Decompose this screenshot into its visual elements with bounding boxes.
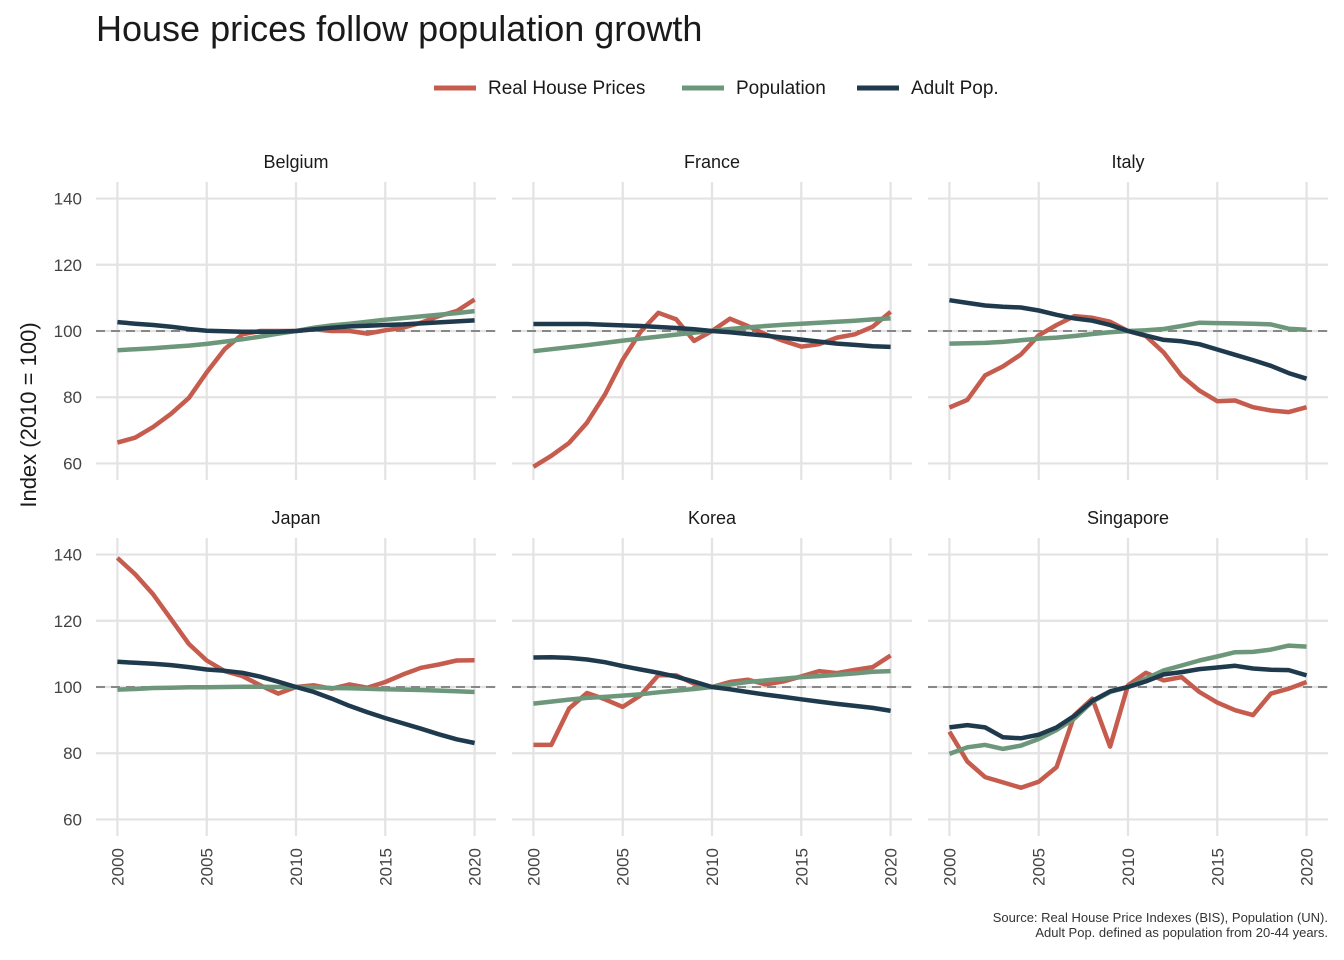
y-tick-label: 80 — [63, 744, 82, 763]
x-tick-label: 2010 — [287, 848, 306, 886]
facet-title: Italy — [1111, 152, 1144, 172]
y-tick-label: 80 — [63, 388, 82, 407]
series-line-adult — [117, 659, 476, 746]
x-tick-label: 2020 — [1298, 848, 1317, 886]
y-tick-label: 140 — [54, 190, 82, 209]
facet-panel-japan: Japan 60 80 100 120 140 2000 2005 2010 2015 2020 — [54, 508, 496, 886]
x-tick-label: 2005 — [1030, 848, 1049, 886]
chart-title: House prices follow population growth — [96, 8, 703, 49]
x-tick-label: 2015 — [1208, 848, 1227, 886]
x-tick-label: 2015 — [376, 848, 395, 886]
y-tick-label: 120 — [54, 612, 82, 631]
facet-title: Japan — [271, 508, 320, 528]
y-tick-label: 60 — [63, 810, 82, 829]
legend-label: Adult Pop. — [911, 78, 999, 99]
legend-item-prices: Real House Prices — [434, 78, 645, 99]
x-tick-label: 2005 — [614, 848, 633, 886]
y-tick-label: 140 — [54, 546, 82, 565]
y-tick-label: 60 — [63, 454, 82, 473]
caption-line-2: Adult Pop. defined as population from 20… — [1035, 925, 1328, 940]
x-tick-label: 2020 — [466, 848, 485, 886]
series-line-adult — [533, 654, 891, 714]
caption-line-1: Source: Real House Price Indexes (BIS), … — [992, 910, 1328, 925]
chart-caption: Source: Real House Price Indexes (BIS), … — [993, 910, 1328, 940]
facet-panel-france: France — [512, 152, 912, 480]
series-line-adult — [949, 663, 1308, 741]
legend-item-adult: Adult Pop. — [857, 78, 999, 99]
facet-panel-korea: Korea 2000 2005 2010 2015 2020 — [512, 508, 912, 886]
series-line-adult — [117, 318, 475, 334]
facet-panel-italy: Italy — [928, 152, 1328, 480]
x-tick-label: 2010 — [1119, 848, 1138, 886]
y-tick-label: 100 — [54, 678, 82, 697]
facet-panel-singapore: Singapore 2000 2005 2010 2015 2020 — [928, 508, 1328, 886]
x-tick-label: 2000 — [940, 848, 959, 886]
x-tick-label: 2000 — [524, 848, 543, 886]
chart-legend: Real House Prices Population Adult Pop. — [434, 78, 999, 99]
facet-title: France — [684, 152, 740, 172]
legend-item-pop: Population — [682, 78, 826, 99]
x-tick-label: 2000 — [108, 848, 127, 886]
y-tick-label: 100 — [54, 322, 82, 341]
facet-title: Korea — [688, 508, 737, 528]
series-line-adult — [949, 297, 1308, 381]
x-tick-label: 2005 — [198, 848, 217, 886]
facet-title: Belgium — [263, 152, 328, 172]
x-tick-label: 2015 — [792, 848, 811, 886]
x-tick-label: 2010 — [703, 848, 722, 886]
facet-title: Singapore — [1087, 508, 1169, 528]
legend-label: Population — [736, 78, 826, 99]
legend-label: Real House Prices — [488, 78, 645, 99]
y-axis-label: Index (2010 = 100) — [16, 322, 41, 507]
facet-panel-belgium: Belgium 60 80 100 120 140 — [54, 152, 496, 480]
y-tick-label: 120 — [54, 256, 82, 275]
x-tick-label: 2020 — [882, 848, 901, 886]
series-line-adult — [533, 321, 891, 350]
